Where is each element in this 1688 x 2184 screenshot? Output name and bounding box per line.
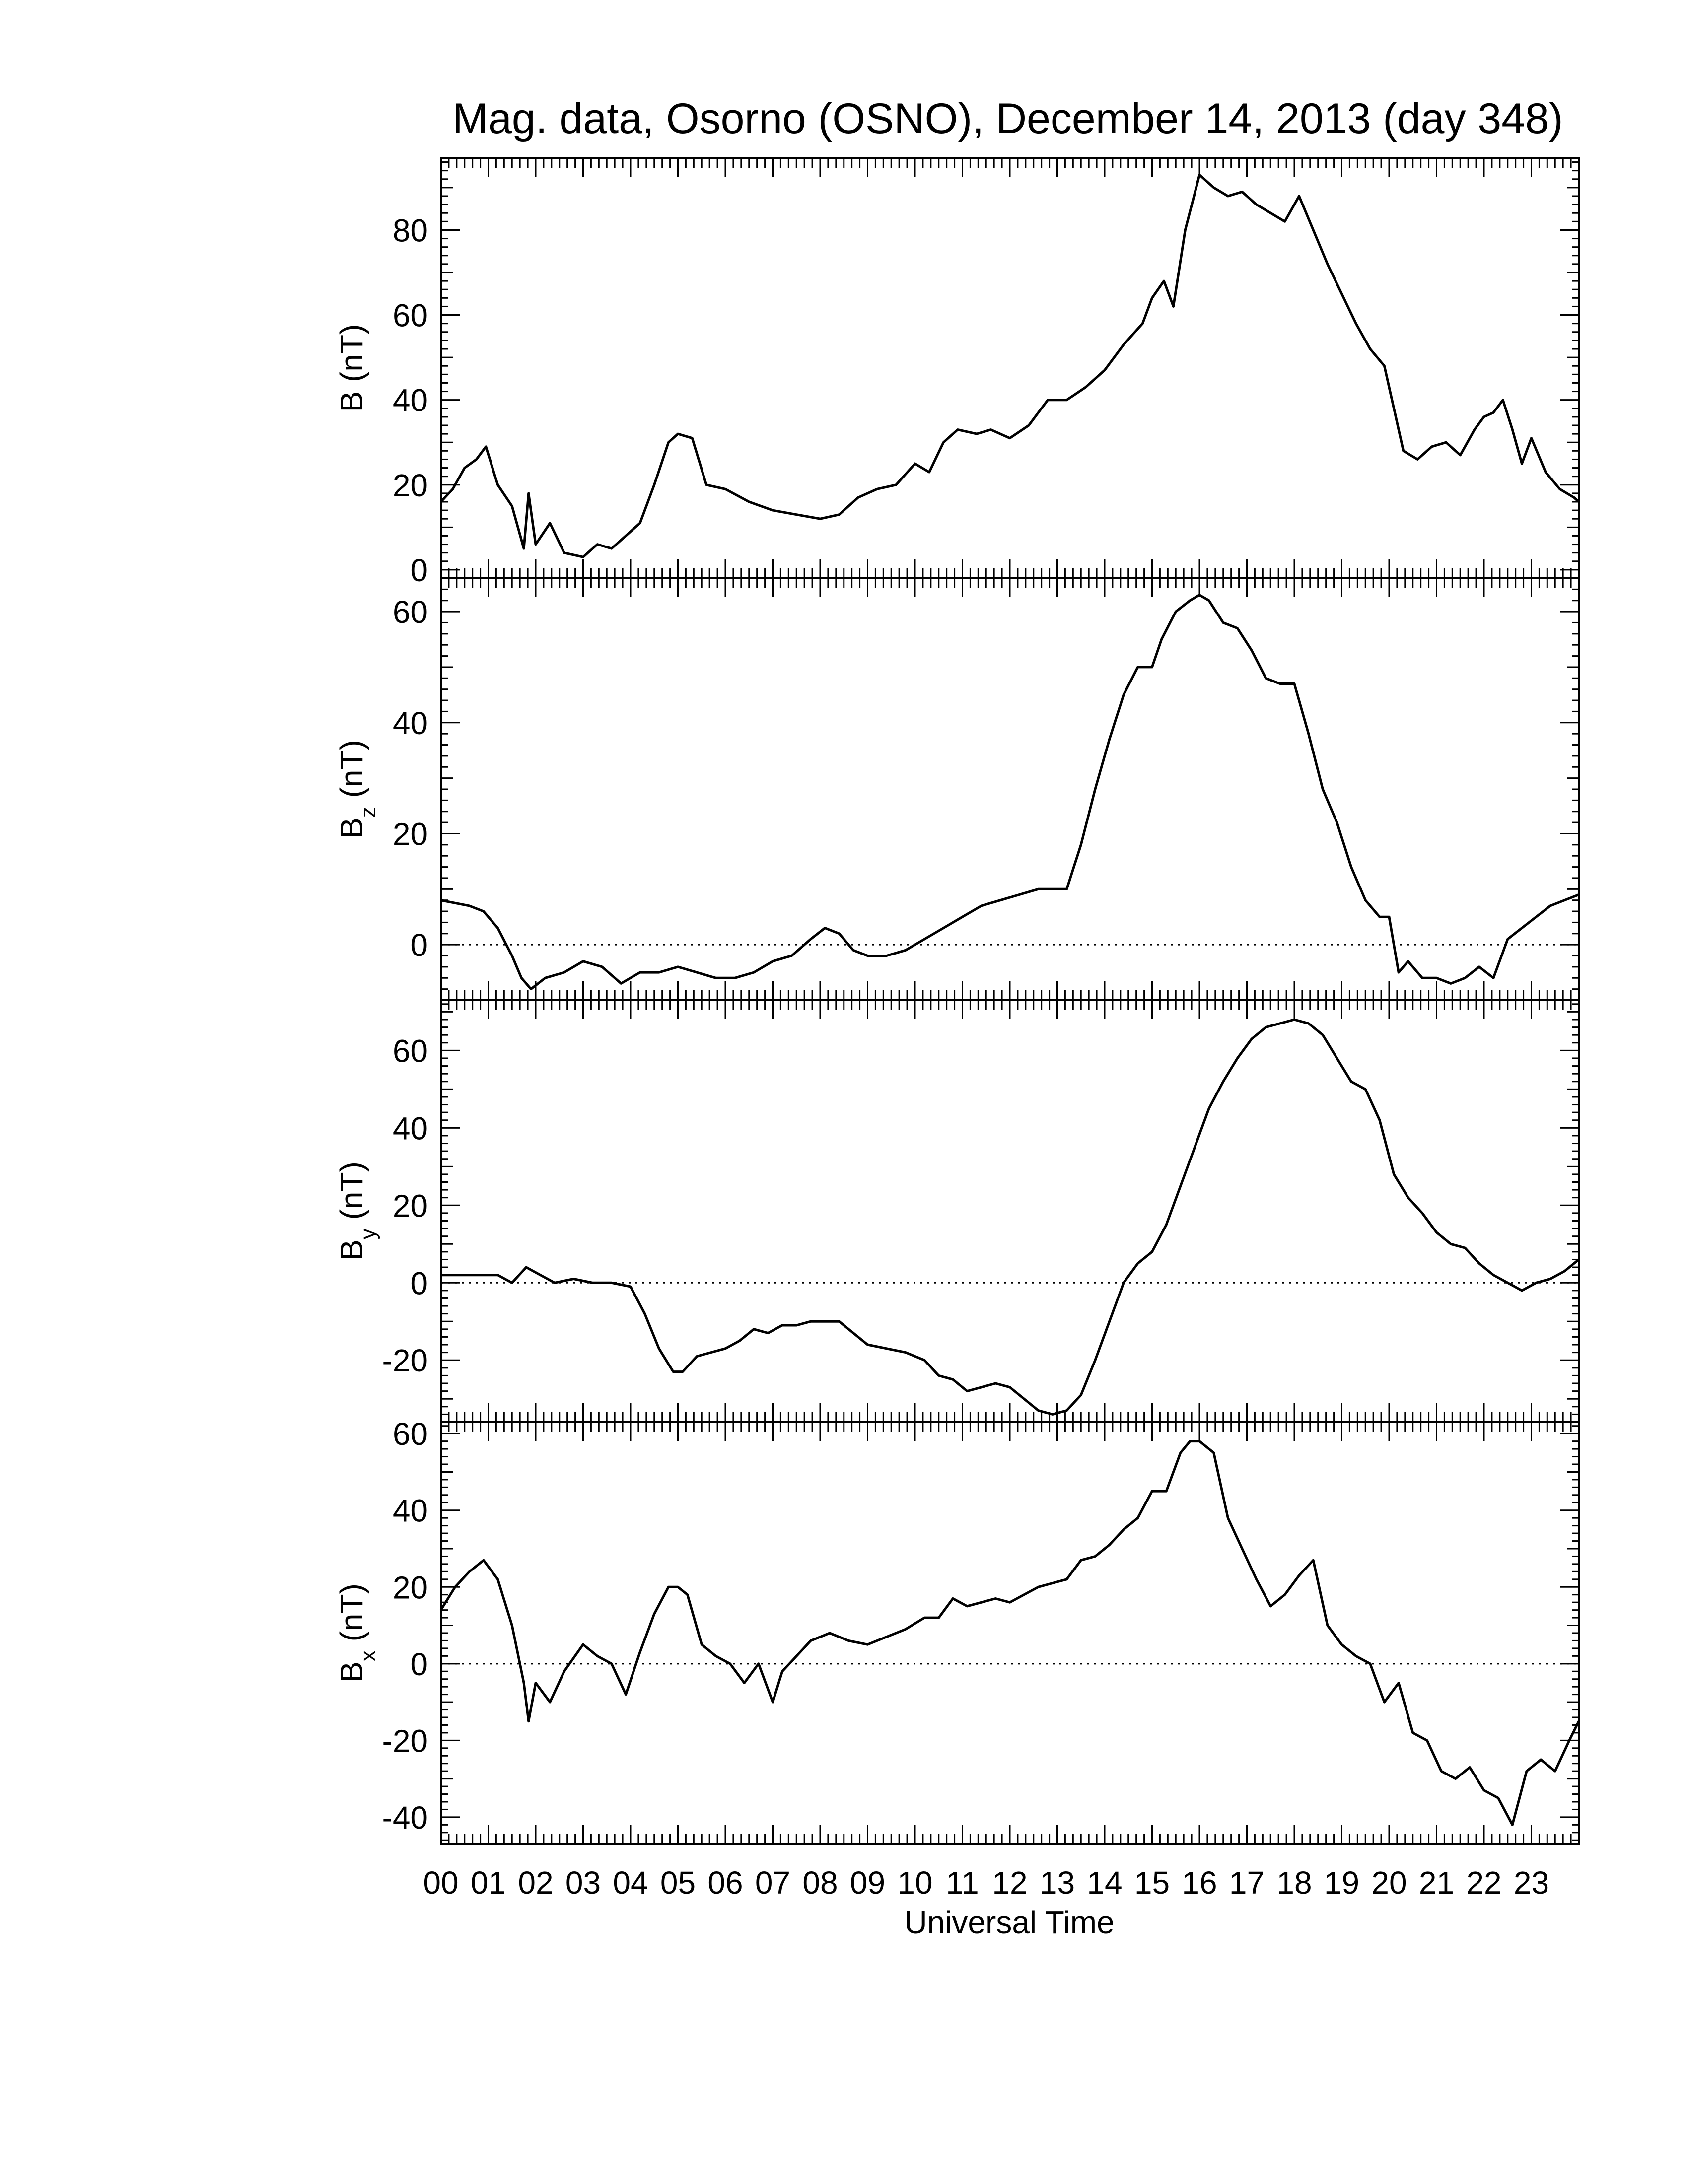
y-axis-label-unit: (nT): [334, 1161, 369, 1228]
y-tick-label: 80: [393, 212, 428, 248]
y-tick-label: -20: [382, 1343, 428, 1378]
y-tick-label: 60: [393, 594, 428, 630]
y-tick-label: 40: [393, 1493, 428, 1529]
x-axis-label: Universal Time: [904, 1905, 1114, 1940]
series-line: [440, 594, 1579, 991]
x-tick-label: 06: [707, 1865, 743, 1901]
y-axis-label-main: B: [334, 818, 369, 839]
y-tick-label: -20: [382, 1723, 428, 1759]
panel-frame: [440, 1421, 1580, 1845]
y-axis-label-main: B: [334, 1239, 369, 1261]
y-tick-label: 40: [393, 383, 428, 418]
y-tick-label: 40: [393, 705, 428, 741]
y-axis-label-main: B: [334, 391, 369, 412]
x-tick-label: 03: [565, 1865, 601, 1901]
x-tick-label: 21: [1419, 1865, 1454, 1901]
y-tick-label: 60: [393, 1416, 428, 1452]
x-tick-label: 15: [1134, 1865, 1170, 1901]
x-tick-label: 12: [992, 1865, 1027, 1901]
y-axis-label-subscript: x: [356, 1650, 380, 1661]
panel-4: -40 -20 0 20 40 60 Bx (nT): [334, 1416, 1580, 1845]
y-tick-label: 20: [393, 468, 428, 503]
y-tick-label: 0: [410, 552, 428, 588]
panel-frame: [440, 999, 1580, 1423]
y-axis-label-subscript: z: [356, 807, 380, 818]
x-tick-label: 14: [1087, 1865, 1122, 1901]
x-tick-label: 17: [1229, 1865, 1265, 1901]
y-tick-label: 20: [393, 1570, 428, 1605]
y-axis-label: Bx (nT): [334, 1583, 380, 1683]
panel-1: 0 20 40 60 80 B (nT): [334, 157, 1580, 588]
x-tick-label: 19: [1324, 1865, 1359, 1901]
x-tick-label: 13: [1040, 1865, 1075, 1901]
x-tick-label: 18: [1276, 1865, 1312, 1901]
series-line: [440, 173, 1580, 558]
y-tick-label: -40: [382, 1800, 428, 1836]
y-axis-label: B (nT): [334, 324, 369, 412]
y-axis-label-unit: (nT): [334, 740, 369, 807]
x-tick-label: 20: [1371, 1865, 1407, 1901]
panels-layer: 0 20 40 60 80 B (nT) 0 20 40 60 Bz (nT) -20 0 20 40 60 B…: [334, 157, 1580, 1845]
y-tick-label: 20: [393, 1188, 428, 1224]
y-axis-label-main: B: [334, 1661, 369, 1683]
y-axis-label-subscript: y: [356, 1228, 380, 1239]
y-axis-label: Bz (nT): [334, 740, 380, 839]
y-axis-label-unit: (nT): [334, 324, 369, 391]
x-tick-label: 23: [1514, 1865, 1549, 1901]
x-tick-label: 09: [850, 1865, 885, 1901]
x-tick-label: 22: [1466, 1865, 1501, 1901]
x-tick-label: 08: [802, 1865, 838, 1901]
x-tick-label: 05: [660, 1865, 696, 1901]
y-tick-label: 60: [393, 1033, 428, 1069]
x-tick-labels: 00 01 02 03 04 05 06 07 08 09 10 11 12 13 14 15 16 17 18 19…: [423, 1865, 1549, 1901]
y-tick-label: 0: [410, 1646, 428, 1682]
x-tick-label: 00: [423, 1865, 458, 1901]
x-tick-label: 04: [613, 1865, 648, 1901]
x-tick-label: 07: [755, 1865, 790, 1901]
x-tick-label: 16: [1182, 1865, 1217, 1901]
y-axis-label-unit: (nT): [334, 1583, 369, 1650]
x-tick-label: 11: [946, 1865, 979, 1901]
series-line: [439, 1440, 1580, 1826]
panel-frame: [440, 157, 1580, 579]
chart-title: Mag. data, Osorno (OSNO), December 14, 2…: [452, 95, 1563, 142]
series-line: [441, 1018, 1580, 1416]
y-tick-label: 0: [410, 927, 428, 963]
panel-frame: [440, 577, 1580, 1001]
y-tick-label: 60: [393, 298, 428, 334]
y-axis-label: By (nT): [334, 1161, 380, 1261]
panel-3: -20 0 20 40 60 By (nT): [334, 999, 1580, 1423]
x-tick-label: 02: [518, 1865, 553, 1901]
panel-2: 0 20 40 60 Bz (nT): [334, 577, 1580, 1001]
y-tick-label: 20: [393, 816, 428, 852]
x-tick-label: 01: [471, 1865, 506, 1901]
y-tick-label: 40: [393, 1110, 428, 1146]
y-tick-label: 0: [410, 1265, 428, 1301]
x-tick-label: 10: [897, 1865, 932, 1901]
